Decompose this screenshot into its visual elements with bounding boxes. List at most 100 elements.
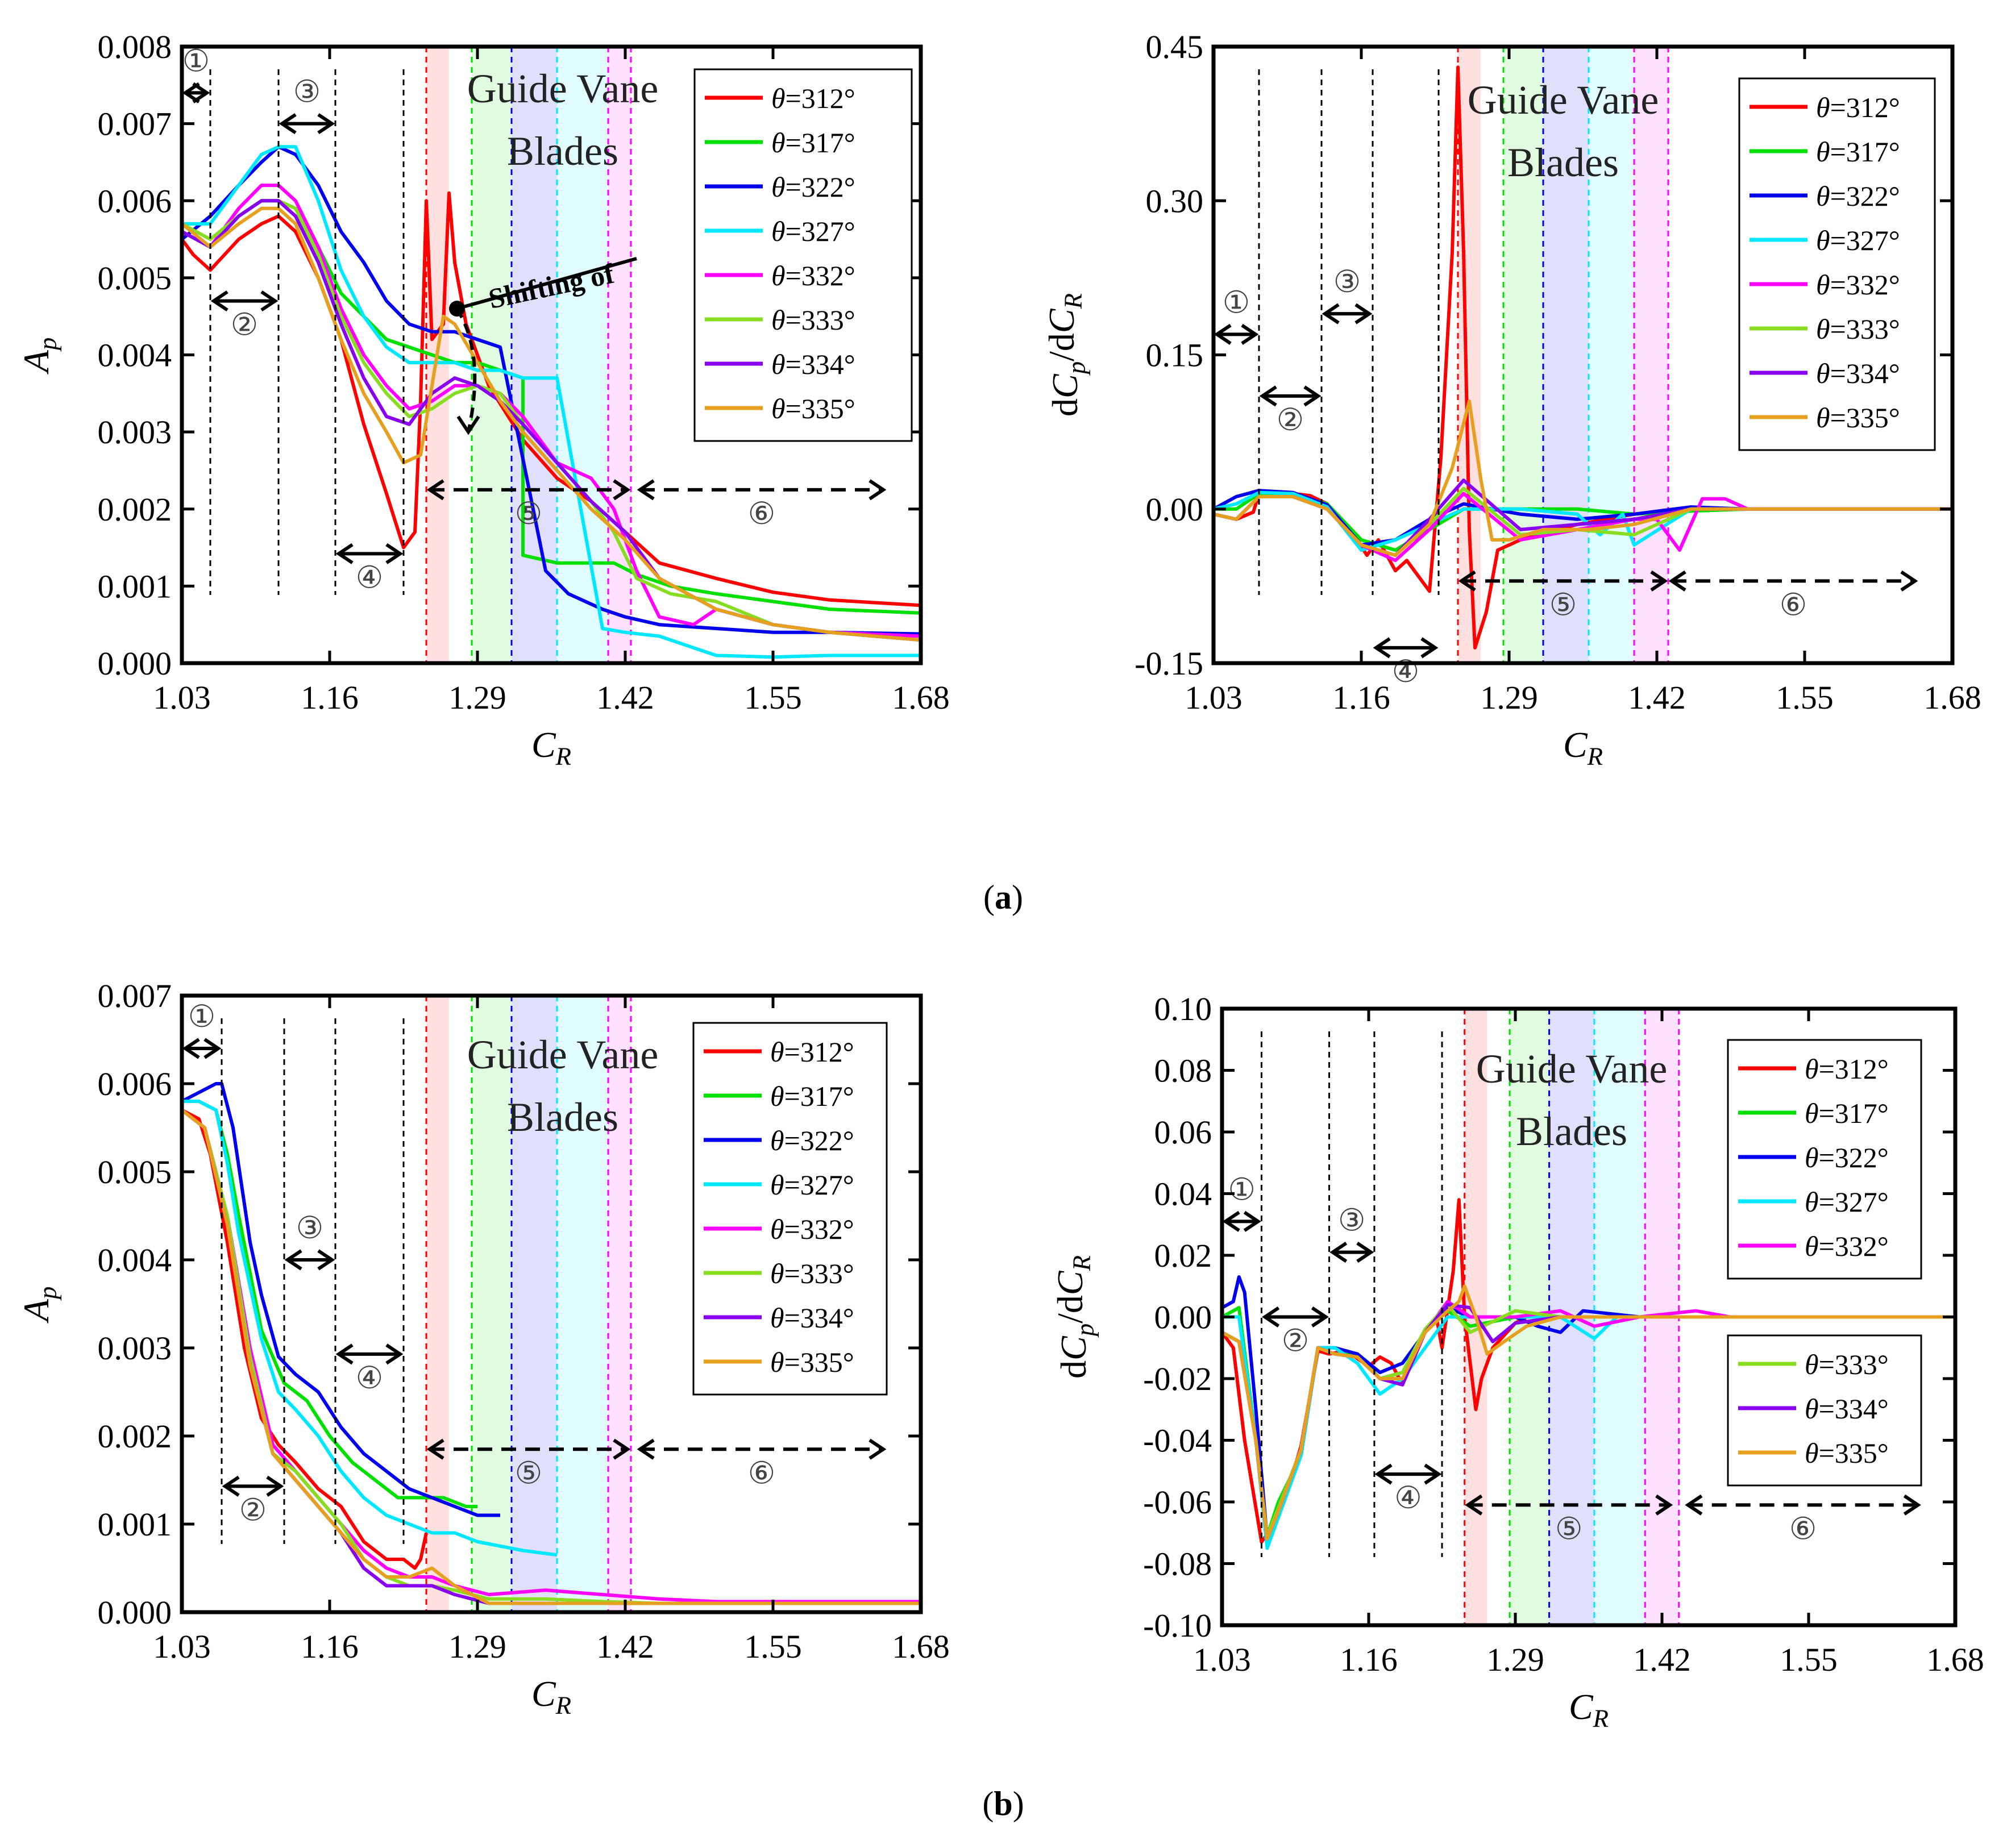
legend: θ=312° θ=317° θ=322° θ=327° θ=332° θ=333° θ=33… <box>693 68 913 442</box>
legend-box <box>693 68 913 442</box>
arrow-head <box>1322 303 1340 324</box>
region-label: ④ <box>356 1361 383 1395</box>
arrow-head <box>426 479 444 501</box>
region-label: ⑤ <box>515 1456 542 1490</box>
arrow-head <box>1356 1242 1374 1263</box>
arrow-head <box>317 113 335 135</box>
legend-label: θ=317° <box>771 127 855 159</box>
legend-label: θ=317° <box>770 1080 854 1112</box>
legend-label: θ=335° <box>771 393 855 424</box>
arrow-head <box>335 1343 354 1365</box>
series-line-335 <box>182 206 921 642</box>
legend-label: θ=327° <box>771 215 855 247</box>
y-tick-label: -0.15 <box>1135 645 1203 682</box>
y-tick-label: 0.08 <box>1154 1052 1212 1089</box>
arrow-head <box>266 1475 284 1497</box>
region-label: ④ <box>1394 1481 1422 1515</box>
region-label: ⑤ <box>1549 588 1577 622</box>
guide-vane-band <box>557 47 608 663</box>
legend-label: θ=312° <box>771 82 855 114</box>
y-tick-label: 0.000 <box>98 645 172 682</box>
legend-label: θ=335° <box>1816 402 1900 434</box>
legend-label: θ=322° <box>1816 180 1900 212</box>
legend-label: θ=312° <box>1816 91 1900 123</box>
x-axis-label: CR​ <box>531 725 571 770</box>
y-axis-label: Ap​ <box>16 1287 61 1324</box>
legend: θ=312° θ=317° θ=322° θ=327° θ=332° θ=333° θ=33… <box>1738 77 1936 451</box>
y-tick-label: 0.002 <box>98 1418 172 1455</box>
caption-b-letter: b <box>994 1785 1013 1822</box>
x-tick-label: 1.68 <box>892 1628 950 1665</box>
y-tick-label: 0.004 <box>98 1242 172 1279</box>
caption-b: (b) <box>982 1785 1024 1822</box>
legend-label: θ=332° <box>770 1213 854 1245</box>
x-tick-label: 1.68 <box>1926 1641 1984 1678</box>
x-tick-label: 1.03 <box>153 1628 211 1665</box>
arrow-head <box>182 82 200 103</box>
legend-label: θ=322° <box>771 171 855 203</box>
arrow-head <box>1685 1494 1703 1516</box>
x-tick-label: 1.29 <box>448 1628 506 1665</box>
arrow-head <box>210 290 228 312</box>
x-tick-label: 1.16 <box>1340 1641 1398 1678</box>
arrow-head <box>1329 1242 1348 1263</box>
arrow-head <box>613 1438 631 1460</box>
legend-label: θ=333° <box>1805 1348 1889 1380</box>
arrow-head <box>1373 637 1391 659</box>
y-tick-label: 0.007 <box>98 977 172 1014</box>
y-tick-label: -0.10 <box>1143 1607 1212 1644</box>
x-tick-label: 1.29 <box>1486 1641 1544 1678</box>
arrow-head <box>385 543 404 564</box>
guide-vane-band <box>512 996 557 1612</box>
region-label: ② <box>1282 1324 1309 1358</box>
series-line-335 <box>1222 1284 1955 1541</box>
series-group <box>1214 65 1952 650</box>
region-label: ⑤ <box>1555 1512 1582 1546</box>
guide-vane-band <box>426 996 449 1612</box>
series-line-322 <box>182 1082 500 1517</box>
arrow-head <box>869 1438 887 1460</box>
legend-label: θ=335° <box>1805 1437 1889 1469</box>
chart-b-left: Guide Vane Blades ① ② ③ ④ ⑤ ⑥ 1.03 1.16 1.29 1.42 1.… <box>16 977 950 1719</box>
series-line-332 <box>182 184 921 638</box>
y-tick-label: 0.10 <box>1154 990 1212 1027</box>
legend-label: θ=335° <box>770 1346 854 1378</box>
legend-label: θ=334° <box>770 1302 854 1334</box>
arrow-head <box>1259 385 1277 407</box>
x-tick-label: 1.55 <box>1780 1641 1838 1678</box>
y-tick-label: 0.001 <box>98 1506 172 1543</box>
arrow-head <box>1241 323 1259 345</box>
legend: θ=312° θ=317° θ=322° θ=327° θ=332° θ=333° θ=33… <box>692 1022 888 1396</box>
region-label: ④ <box>356 560 383 594</box>
arrow-head <box>1311 1306 1329 1327</box>
x-tick-label: 1.03 <box>1185 679 1243 716</box>
guide-vane-title: Blades <box>507 128 618 174</box>
y-tick-label: -0.04 <box>1143 1422 1212 1459</box>
y-tick-label: 0.008 <box>98 28 172 65</box>
y-tick-label: 0.00 <box>1146 491 1204 528</box>
y-tick-label: 0.30 <box>1146 182 1204 219</box>
legend-label: θ=333° <box>771 304 855 336</box>
region-label: ③ <box>1333 265 1361 299</box>
x-axis-label: CR​ <box>1569 1687 1609 1732</box>
arrow-head <box>1650 570 1668 592</box>
legend-label: θ=334° <box>1805 1393 1889 1425</box>
arrow-head <box>260 290 279 312</box>
arrow-head <box>284 1249 302 1271</box>
region-label: ④ <box>1392 655 1419 689</box>
y-tick-label: 0.00 <box>1154 1299 1212 1336</box>
caption-a-letter: a <box>995 879 1012 916</box>
region-label: ③ <box>1338 1204 1365 1238</box>
arrow-head <box>1243 1210 1261 1232</box>
y-tick-label: 0.04 <box>1154 1176 1212 1213</box>
series-group <box>182 1082 921 1605</box>
region-label: ⑥ <box>1789 1512 1817 1546</box>
guide-vane-band <box>608 996 631 1612</box>
shift-arrow <box>455 307 477 432</box>
legend-label: θ=327° <box>1816 224 1900 256</box>
legend-label: θ=322° <box>1805 1142 1889 1173</box>
x-tick-label: 1.68 <box>1923 679 1981 716</box>
guide-vane-title: Blades <box>507 1094 618 1140</box>
